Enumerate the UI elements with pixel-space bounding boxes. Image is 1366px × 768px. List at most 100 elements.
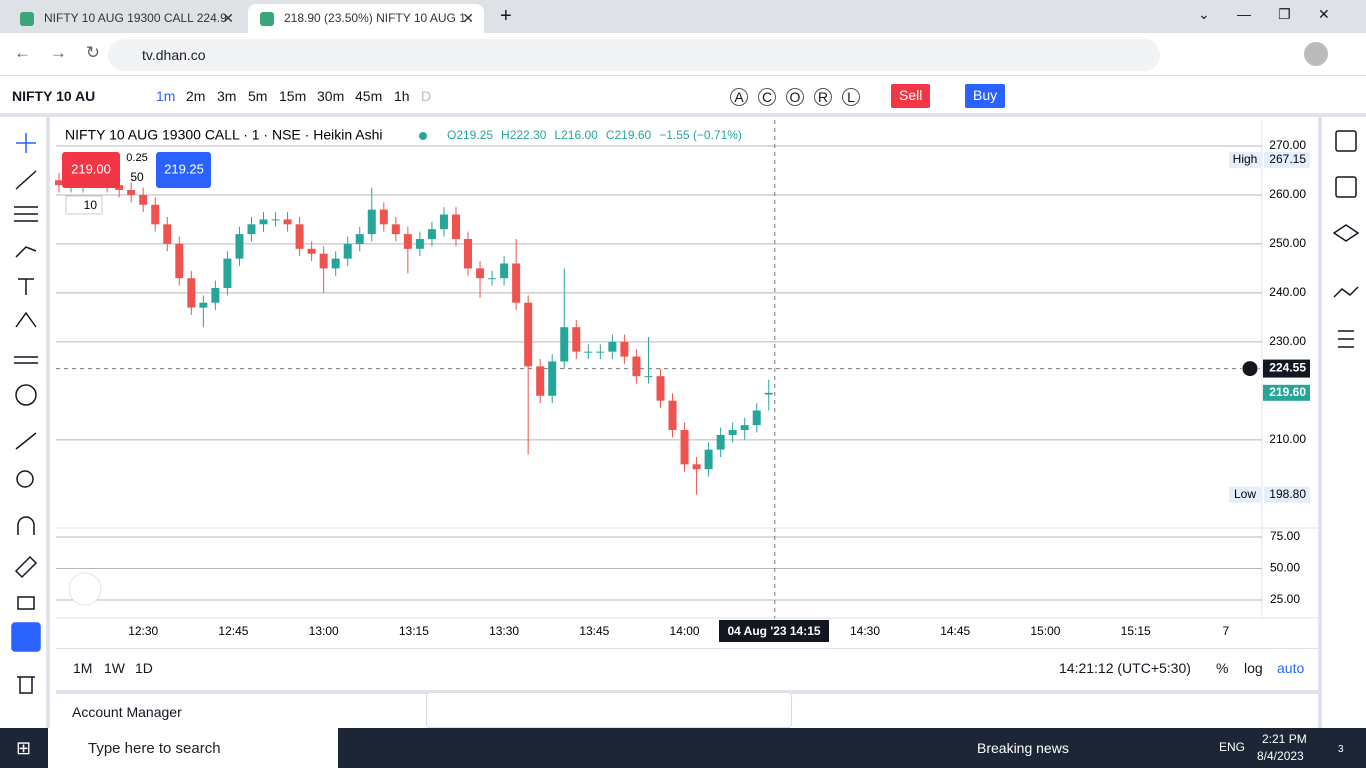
candle-body	[319, 253, 328, 269]
y2-tick-label: 75.00	[1270, 529, 1300, 543]
candle-body	[560, 327, 569, 362]
profile[interactable]	[1304, 42, 1328, 66]
language: ENG	[1219, 740, 1246, 754]
interval[interactable]: 3m	[217, 88, 237, 104]
range[interactable]: 1D	[135, 660, 153, 676]
tab-title: NIFTY 10 AUG 19300 CALL 224.9	[44, 11, 227, 25]
indicator-letter[interactable]: C	[758, 88, 776, 106]
marker-value: 198.80	[1269, 487, 1306, 501]
candle-body	[644, 376, 653, 378]
candle-body	[235, 234, 244, 259]
side-panel	[1318, 117, 1366, 728]
url-field[interactable]: tv.dhan.co	[108, 39, 1160, 71]
indicator-letter[interactable]: R	[814, 88, 832, 106]
indicator-letter[interactable]: A	[730, 88, 748, 106]
crosshair-price-box	[1263, 359, 1310, 378]
x-tick-label: 14:30	[850, 624, 880, 638]
marker-label: Low	[1234, 487, 1256, 501]
interval[interactable]: 5m	[248, 88, 268, 104]
indicator-letter[interactable]: O	[786, 88, 804, 106]
news[interactable]: Breaking news	[977, 740, 1069, 756]
spread: 0.25	[126, 152, 147, 164]
y-tick-label: 250.00	[1269, 236, 1306, 250]
x-tick-label: 13:15	[399, 624, 429, 638]
indicator-letter[interactable]: L	[842, 88, 860, 106]
chart-toolbar: NIFTY 10 AU Sell Buy 1m 2m 3m 5m 15m 30m 45m 1h…	[0, 76, 1366, 117]
x-tick-label: 15:15	[1121, 624, 1151, 638]
legend-value: −1.55 (−0.71%)	[659, 128, 742, 142]
scale-option[interactable]: log	[1244, 660, 1263, 676]
tab[interactable]: NIFTY 10 AUG 19300 CALL 224.9 ✕	[8, 4, 244, 33]
crosshair-time: 04 Aug '23 14:15	[727, 624, 820, 638]
y2-tick-label: 50.00	[1270, 561, 1300, 575]
account-panel: Account Manager	[56, 690, 1318, 728]
x-tick-label: 7	[1223, 624, 1230, 638]
buy-button[interactable]: Buy	[965, 84, 1006, 108]
crosshair-price: 224.55	[1269, 361, 1306, 375]
nav-buttons[interactable]: ← → ↻	[14, 43, 101, 62]
new-tab[interactable]: +	[500, 5, 512, 27]
candle-body	[355, 234, 364, 244]
last-price-label: 219.60	[1269, 385, 1306, 399]
candle-body	[115, 185, 124, 191]
interval[interactable]: 2m	[186, 88, 206, 104]
scale-option[interactable]: auto	[1277, 660, 1305, 676]
legend-value: C219.60	[606, 128, 652, 142]
candle-body	[740, 425, 749, 431]
x-tick-label: 12:45	[218, 624, 248, 638]
x-tick-label: 14:45	[940, 624, 970, 638]
marker-value-box	[1264, 151, 1310, 168]
y-tick-label: 230.00	[1269, 334, 1306, 348]
start-button[interactable]: ⊞	[16, 738, 32, 758]
candle-body	[427, 229, 436, 240]
candle-body	[728, 430, 737, 435]
interval[interactable]: 45m	[355, 88, 383, 104]
legend-value: L216.00	[554, 128, 598, 142]
candle-body	[668, 400, 677, 431]
candle-body	[259, 219, 268, 225]
candle-body	[247, 224, 256, 235]
drawing-toolbar	[0, 117, 50, 728]
interval[interactable]: 15m	[279, 88, 307, 104]
marker-value-box	[1264, 486, 1310, 503]
window-controls[interactable]: ⌄ — ❐ ✕	[1198, 6, 1330, 22]
account-title[interactable]: Account Manager	[72, 704, 182, 720]
chart-title: NIFTY 10 AUG 19300 CALL · 1 · NSE · Heik…	[65, 127, 382, 143]
candle-body	[163, 224, 172, 244]
chart-bottom-bar: 14:21:12 (UTC+5:30) 1M 1W 1D% log auto	[56, 648, 1318, 686]
scale-option[interactable]: %	[1216, 660, 1229, 676]
candle-body	[764, 392, 773, 395]
symbol[interactable]: NIFTY 10 AU	[12, 88, 96, 104]
candle-body	[752, 410, 761, 426]
candle-body	[199, 302, 208, 308]
candle-body	[596, 351, 605, 353]
interval[interactable]: 1h	[394, 88, 410, 104]
candle-body	[608, 341, 617, 352]
tab[interactable]: 218.90 (23.50%) NIFTY 10 AUG 1 ✕	[248, 4, 484, 33]
candle-body	[451, 214, 460, 240]
sell-button[interactable]: Sell	[891, 84, 931, 108]
candle-body	[716, 434, 725, 450]
candle-body	[620, 341, 629, 357]
range[interactable]: 1W	[104, 660, 125, 676]
range[interactable]: 1M	[73, 660, 93, 676]
interval[interactable]: D	[421, 88, 432, 104]
interval[interactable]: 30m	[317, 88, 345, 104]
candle-body	[415, 239, 424, 249]
x-tick-label: 13:45	[579, 624, 609, 638]
interval[interactable]: 1m	[156, 88, 176, 104]
y-tick-label: 270.00	[1269, 138, 1306, 152]
candle-body	[271, 219, 280, 221]
taskbar: ⊞ Type here to search Breaking news ENG …	[0, 728, 1366, 768]
candle-body	[151, 204, 160, 225]
search-box[interactable]: Type here to search	[48, 728, 338, 768]
x-tick-label: 14:00	[670, 624, 700, 638]
lots: 10	[84, 198, 98, 212]
drawing-favorites	[426, 692, 792, 728]
candle-body	[584, 351, 593, 353]
y2-tick-label: 25.00	[1270, 592, 1300, 606]
logo	[68, 572, 102, 606]
candle-body	[223, 258, 232, 288]
